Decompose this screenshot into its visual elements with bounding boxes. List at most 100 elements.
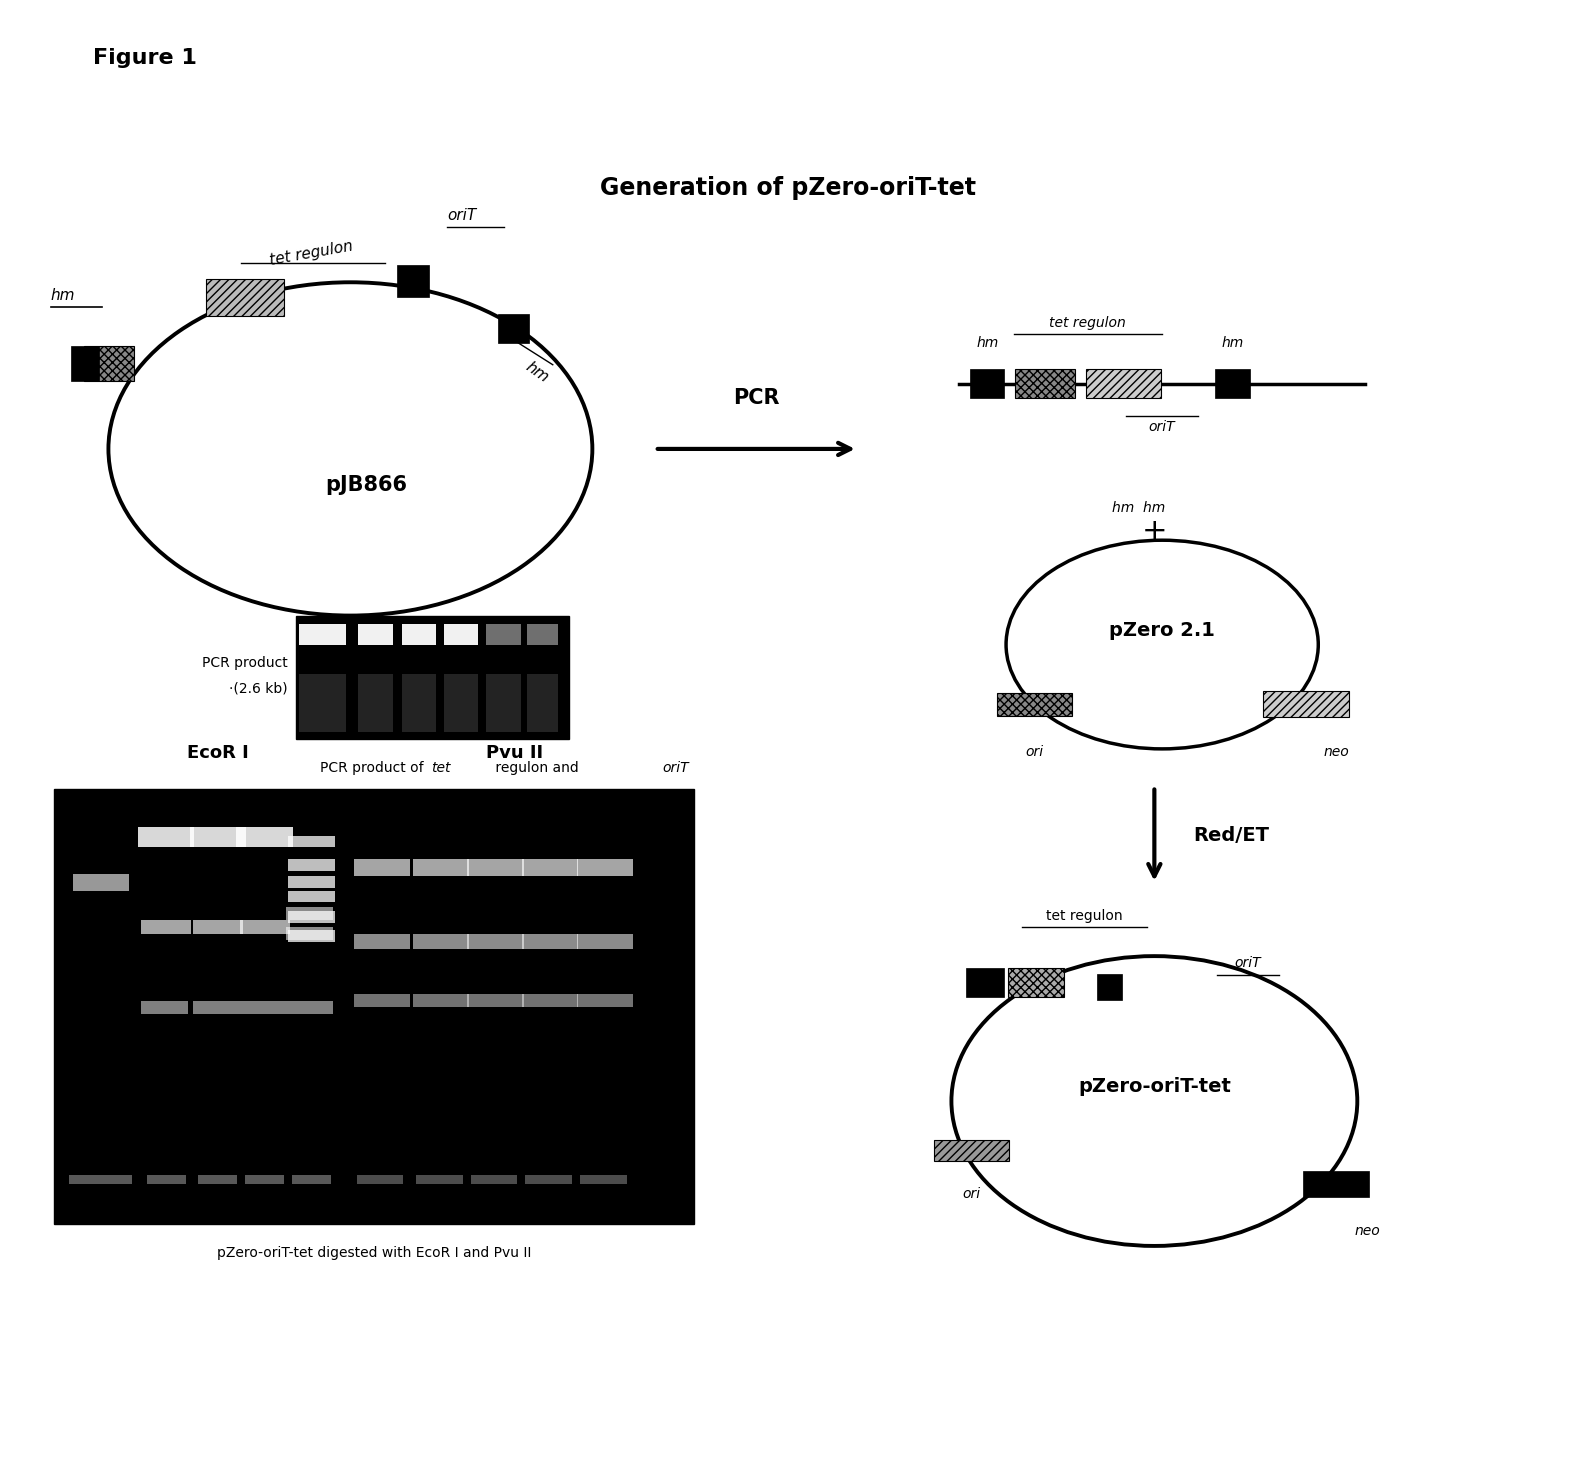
- Ellipse shape: [951, 957, 1358, 1246]
- Bar: [71, 347, 99, 380]
- Bar: [356, 1175, 403, 1184]
- Text: pZero 2.1: pZero 2.1: [1109, 620, 1214, 639]
- Bar: [142, 1001, 187, 1014]
- Bar: [206, 278, 284, 316]
- Bar: [413, 993, 469, 1007]
- Bar: [934, 1140, 1010, 1162]
- Bar: [580, 1175, 627, 1184]
- Bar: [353, 935, 410, 949]
- Bar: [198, 1175, 238, 1184]
- Bar: [402, 673, 436, 732]
- Bar: [353, 859, 410, 876]
- Text: neo: neo: [1325, 745, 1350, 759]
- Text: PCR: PCR: [732, 388, 780, 408]
- Text: PCR product: PCR product: [202, 655, 288, 670]
- Bar: [1263, 692, 1348, 717]
- Bar: [288, 930, 335, 942]
- Bar: [468, 859, 523, 876]
- Bar: [288, 891, 335, 903]
- Bar: [498, 315, 529, 342]
- Bar: [358, 625, 392, 645]
- Text: tet regulon: tet regulon: [268, 238, 354, 268]
- Bar: [287, 1001, 334, 1014]
- Text: EcoR I: EcoR I: [187, 745, 249, 762]
- Bar: [471, 1175, 518, 1184]
- Bar: [1098, 974, 1123, 1001]
- Bar: [288, 835, 335, 847]
- Bar: [965, 969, 1003, 998]
- Text: tet regulon: tet regulon: [1049, 316, 1126, 329]
- Bar: [291, 1175, 331, 1184]
- Text: ori: ori: [1025, 745, 1043, 759]
- Bar: [192, 920, 243, 935]
- Text: regulon and: regulon and: [491, 761, 583, 775]
- Bar: [239, 1001, 287, 1014]
- Bar: [239, 920, 290, 935]
- Text: Pvu II: Pvu II: [485, 745, 543, 762]
- Bar: [288, 859, 335, 870]
- Bar: [521, 993, 578, 1007]
- Text: pZero-oriT-tet: pZero-oriT-tet: [1077, 1077, 1230, 1096]
- Bar: [72, 873, 129, 891]
- Text: Figure 1: Figure 1: [93, 48, 197, 67]
- Bar: [296, 616, 569, 739]
- Text: hm: hm: [523, 358, 551, 385]
- Text: ·(2.6 kb): ·(2.6 kb): [230, 682, 288, 696]
- Bar: [524, 1175, 572, 1184]
- Bar: [1216, 369, 1249, 398]
- Text: Generation of pZero-oriT-tet: Generation of pZero-oriT-tet: [600, 176, 975, 200]
- Ellipse shape: [109, 282, 592, 616]
- Text: oriT: oriT: [447, 208, 477, 222]
- Bar: [299, 673, 345, 732]
- Bar: [526, 673, 558, 732]
- Text: oriT: oriT: [663, 761, 690, 775]
- Text: PCR product of: PCR product of: [320, 761, 428, 775]
- Bar: [521, 935, 578, 949]
- Bar: [236, 827, 293, 847]
- Text: hm: hm: [1221, 336, 1244, 350]
- Bar: [468, 935, 523, 949]
- Text: oriT: oriT: [1148, 420, 1175, 435]
- Text: hm  hm: hm hm: [1112, 502, 1166, 515]
- Bar: [1304, 1170, 1369, 1197]
- Text: Red/ET: Red/ET: [1194, 827, 1269, 846]
- Bar: [192, 1001, 239, 1014]
- Bar: [288, 911, 335, 923]
- Bar: [521, 859, 578, 876]
- Bar: [487, 673, 521, 732]
- Bar: [1085, 369, 1161, 398]
- Bar: [146, 1175, 186, 1184]
- Text: oriT: oriT: [1235, 957, 1262, 970]
- Text: tet: tet: [432, 761, 450, 775]
- Bar: [287, 928, 334, 941]
- Bar: [997, 693, 1071, 715]
- Bar: [487, 625, 521, 645]
- Bar: [189, 827, 246, 847]
- Bar: [299, 625, 345, 645]
- Text: hm: hm: [50, 288, 76, 303]
- Bar: [468, 993, 523, 1007]
- Bar: [397, 265, 428, 297]
- Bar: [1008, 969, 1065, 998]
- Bar: [576, 935, 633, 949]
- Text: pZero-oriT-tet digested with EcoR I and Pvu II: pZero-oriT-tet digested with EcoR I and …: [217, 1246, 531, 1260]
- Text: hm: hm: [976, 336, 999, 350]
- Bar: [416, 1175, 463, 1184]
- Bar: [142, 920, 191, 935]
- Bar: [69, 1175, 132, 1184]
- Bar: [353, 993, 410, 1007]
- Bar: [139, 827, 194, 847]
- Text: +: +: [1142, 516, 1167, 546]
- Bar: [1016, 369, 1074, 398]
- Bar: [402, 625, 436, 645]
- Bar: [83, 347, 134, 380]
- Bar: [444, 673, 479, 732]
- Bar: [413, 935, 469, 949]
- Bar: [576, 859, 633, 876]
- Ellipse shape: [1006, 540, 1318, 749]
- Text: tet regulon: tet regulon: [1046, 909, 1123, 923]
- Text: pJB866: pJB866: [324, 475, 406, 494]
- Bar: [54, 790, 695, 1225]
- Bar: [288, 876, 335, 888]
- Bar: [526, 625, 558, 645]
